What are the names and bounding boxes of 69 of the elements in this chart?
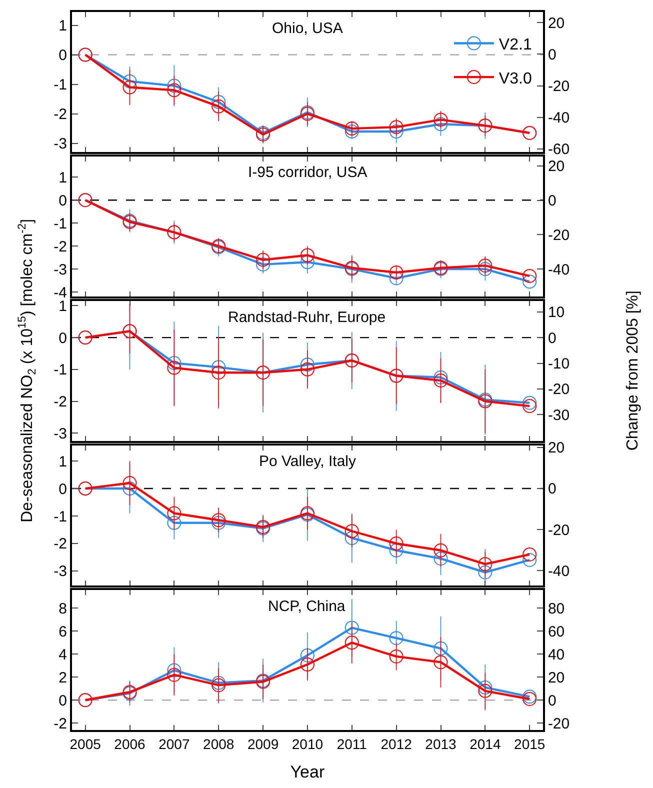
x-tick-label: 2010 <box>292 736 324 752</box>
x-tick-label: 2011 <box>336 736 368 752</box>
y-tick-label: -2 <box>54 106 67 124</box>
y-tick-label: -1 <box>54 508 67 526</box>
x-tick-label: 2013 <box>425 736 457 752</box>
y2-tick-label: 20 <box>548 14 565 32</box>
y-tick-label: -2 <box>54 238 67 256</box>
y2-tick-label: -20 <box>548 226 570 244</box>
y2-tick-label: -20 <box>548 522 570 539</box>
x-tick-label: 2005 <box>70 736 102 752</box>
x-axis-title: Year <box>290 762 325 782</box>
y2-tick-label: -20 <box>548 381 570 398</box>
y-tick-label: 1 <box>58 18 67 35</box>
x-tick-label: 2015 <box>514 736 546 752</box>
y2-tick-label: -40 <box>548 562 570 580</box>
text: Ohio, USA <box>272 20 343 37</box>
y2-tick-label: -40 <box>548 110 570 127</box>
y2-tick-label: -20 <box>548 715 570 732</box>
text: Randstad-Ruhr, Europe <box>228 309 386 326</box>
text: NCP, China <box>268 598 346 615</box>
y-tick-label: 2 <box>58 669 67 686</box>
y-tick-label: 1 <box>58 169 67 186</box>
y2-axis-title: Change from 2005 [%] <box>624 290 642 451</box>
text: Po Valley, Italy <box>259 453 356 470</box>
y-tick-label: -1 <box>54 76 67 94</box>
y-tick-label: 6 <box>58 623 67 640</box>
y2-tick-label: 10 <box>548 304 565 322</box>
y-tick-label: -2 <box>54 394 67 411</box>
y2-tick-label: 80 <box>548 600 565 618</box>
y2-tick-label: 40 <box>548 646 565 664</box>
x-tick-label: 2014 <box>470 736 501 752</box>
y-tick-label: -2 <box>54 536 67 553</box>
y-tick-label: 0 <box>58 692 67 710</box>
x-tick-label: 2007 <box>158 736 190 752</box>
y-tick-label: -2 <box>54 715 67 732</box>
y-tick-label: -3 <box>54 261 67 278</box>
y2-tick-label: 0 <box>548 46 556 64</box>
y-tick-label: 1 <box>58 453 67 470</box>
y2-tick-label: 0 <box>548 480 556 498</box>
y-tick-label: 4 <box>58 646 67 664</box>
x-tick-label: 2009 <box>247 736 279 752</box>
y2-tick-label: 20 <box>548 669 565 686</box>
y-tick-label: 8 <box>58 600 67 618</box>
y-tick-label: -3 <box>54 563 67 580</box>
y-tick-label: 0 <box>58 480 67 498</box>
y2-tick-label: 20 <box>548 158 565 176</box>
y2-tick-label: -20 <box>548 78 570 96</box>
y2-tick-label: 0 <box>548 692 556 710</box>
y-tick-label: 0 <box>58 330 67 347</box>
text: I-95 corridor, USA <box>248 164 368 181</box>
y2-tick-label: -10 <box>548 356 570 373</box>
y-tick-label: 0 <box>58 192 67 210</box>
y-tick-label: -3 <box>54 136 67 153</box>
y-tick-label: -1 <box>54 362 67 379</box>
y2-tick-label: 0 <box>548 330 556 347</box>
y-tick-label: -3 <box>54 425 67 442</box>
x-tick-label: 2012 <box>380 736 412 752</box>
legend-label: V2.1 <box>498 36 532 54</box>
y2-tick-label: 60 <box>548 623 565 640</box>
y2-tick-label: 0 <box>548 192 556 210</box>
x-tick-label: 2008 <box>203 736 234 752</box>
x-tick-label: 2006 <box>114 736 146 752</box>
y2-tick-label: -60 <box>548 141 570 158</box>
y-tick-label: -1 <box>54 215 67 232</box>
legend-label: V3.0 <box>498 70 532 88</box>
y2-tick-label: 20 <box>548 440 565 457</box>
y2-tick-label: -30 <box>548 406 570 424</box>
y2-tick-label: -40 <box>548 261 570 278</box>
y-tick-label: 0 <box>58 47 67 64</box>
